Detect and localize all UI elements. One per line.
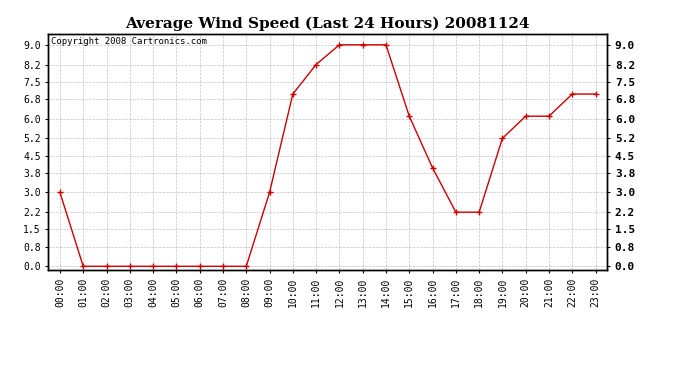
Text: Copyright 2008 Cartronics.com: Copyright 2008 Cartronics.com	[51, 37, 207, 46]
Title: Average Wind Speed (Last 24 Hours) 20081124: Average Wind Speed (Last 24 Hours) 20081…	[126, 17, 530, 31]
